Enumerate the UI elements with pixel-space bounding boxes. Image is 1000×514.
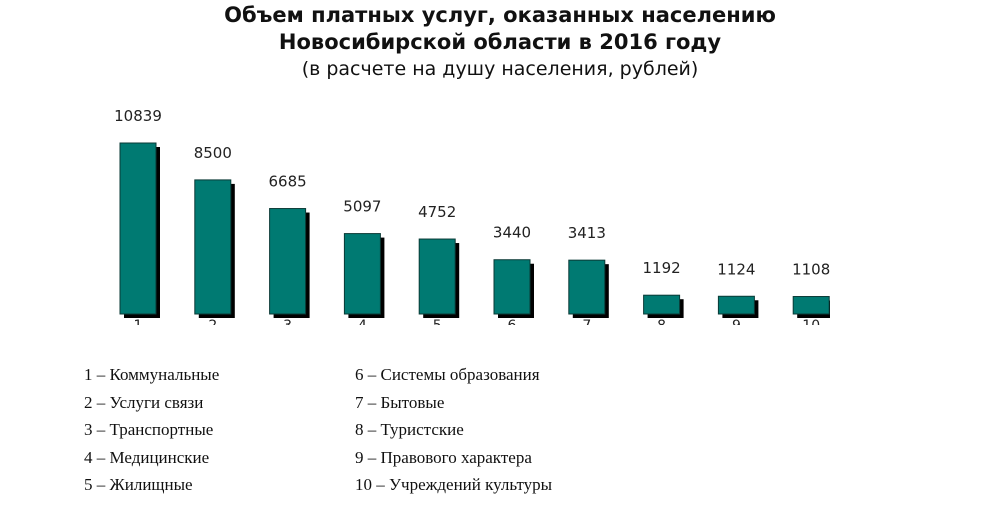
x-tick-label-6: 6 (508, 318, 517, 334)
bar-10 (792, 296, 830, 315)
x-tick-label-10: 10 (802, 318, 820, 334)
legend-item-5: 5 – Жилищные (84, 475, 193, 494)
legend-column-2: 6 – Системы образования 7 – Бытовые 8 – … (355, 364, 552, 502)
bar-value-label-9: 1124 (717, 260, 755, 278)
legend-item-10: 10 – Учреждений культуры (355, 475, 553, 494)
bar-value-label-10: 1108 (792, 261, 830, 279)
bar-value-label-6: 3440 (493, 224, 531, 242)
bar-value-label-8: 1192 (643, 259, 681, 277)
bar-9 (717, 295, 755, 315)
bar-chart: 10839 1 8500 2 6685 3 5097 4 4752 5 3440 6 3413 7 1192… (114, 107, 830, 334)
bar-value-label-7: 3413 (568, 224, 606, 242)
legend-item-2: 2 – Услуги связи (84, 392, 204, 412)
bar-1 (119, 142, 157, 315)
legend-item-6: 6 – Системы образования (355, 365, 540, 384)
legend-item-7: 7 – Бытовые (355, 392, 445, 412)
legend-item-3: 3 – Транспортные (84, 420, 214, 439)
legend-item-4: 4 – Медицинские (84, 447, 210, 467)
legend-item-8: 8 – Туристские (355, 420, 464, 439)
x-tick-label-8: 8 (657, 318, 666, 334)
bar-5 (418, 238, 456, 315)
x-tick-label-7: 7 (582, 318, 591, 334)
x-tick-label-1: 1 (134, 318, 143, 334)
x-tick-label-3: 3 (283, 318, 292, 334)
bar-4 (343, 233, 381, 315)
bar-6 (493, 259, 531, 315)
chart-subtitle: (в расчете на душу населения, рублей) (301, 58, 699, 80)
x-tick-label-9: 9 (732, 318, 741, 334)
bar-8 (643, 294, 681, 315)
x-tick-label-5: 5 (433, 318, 442, 334)
bar-2 (194, 179, 232, 315)
bar-value-label-1: 10839 (114, 107, 162, 125)
legend-column-1: 1 – Коммунальные 2 – Услуги связи 3 – Тр… (84, 364, 219, 502)
bar-3 (269, 208, 307, 315)
chart-title-line-1: Объем платных услуг, оказанных населению (224, 3, 776, 27)
x-tick-label-4: 4 (358, 318, 367, 334)
bar-value-label-4: 5097 (343, 198, 381, 216)
bar-value-label-5: 4752 (418, 203, 456, 221)
x-tick-label-2: 2 (208, 318, 217, 334)
legend-item-9: 9 – Правового характера (355, 447, 532, 467)
chart-title-line-2: Новосибирской области в 2016 году (278, 30, 722, 54)
legend-item-1: 1 – Коммунальные (84, 365, 220, 384)
bar-7 (568, 259, 606, 315)
bar-value-label-3: 6685 (269, 173, 307, 191)
bar-value-label-2: 8500 (194, 144, 232, 162)
